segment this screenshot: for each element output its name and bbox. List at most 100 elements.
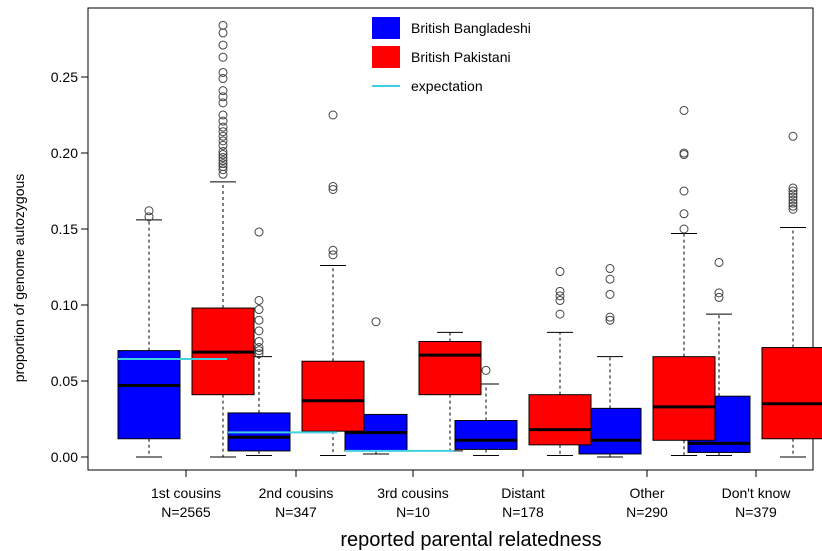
outlier-point bbox=[218, 159, 228, 169]
y-tick-label: 0.25 bbox=[51, 69, 78, 85]
x-count-label: N=379 bbox=[735, 504, 777, 520]
outlier-point bbox=[714, 257, 724, 267]
outlier-point bbox=[144, 212, 154, 222]
outlier-point bbox=[218, 136, 228, 146]
legend-item: expectation bbox=[372, 78, 483, 94]
box-british-pakistani bbox=[191, 20, 255, 458]
outlier-point bbox=[218, 150, 228, 160]
outlier-point bbox=[788, 183, 798, 193]
box-british-pakistani bbox=[301, 110, 365, 456]
y-tick-label: 0.05 bbox=[51, 373, 78, 389]
outlier-point bbox=[218, 67, 228, 77]
outlier-point bbox=[254, 346, 264, 356]
x-tick-label: Don't know bbox=[722, 485, 792, 501]
outlier-point bbox=[605, 274, 615, 284]
outlier-point bbox=[605, 264, 615, 274]
legend-item: British Bangladeshi bbox=[372, 17, 531, 39]
outlier-point bbox=[555, 309, 565, 319]
outlier-point bbox=[555, 295, 565, 305]
outlier-point bbox=[714, 288, 724, 298]
outlier-point bbox=[218, 122, 228, 132]
outlier-point bbox=[788, 186, 798, 196]
outlier-point bbox=[788, 189, 798, 199]
outlier-point bbox=[788, 201, 798, 211]
x-count-label: N=290 bbox=[626, 504, 668, 520]
outlier-point bbox=[328, 181, 338, 191]
outlier-point bbox=[254, 227, 264, 237]
legend: British Bangladeshi British Pakistani expe… bbox=[372, 17, 531, 94]
outlier-point bbox=[555, 267, 565, 277]
outlier-point bbox=[788, 204, 798, 214]
x-tick-label: Other bbox=[629, 485, 664, 501]
outlier-point bbox=[481, 365, 491, 375]
x-axis: 1st cousins N=2565 2nd cousins N=347 3rd cou… bbox=[151, 469, 792, 520]
box-british-pakistani bbox=[418, 331, 482, 452]
outlier-point bbox=[218, 156, 228, 166]
outlier-point bbox=[218, 127, 228, 137]
outlier-point bbox=[788, 131, 798, 141]
x-tick-label: Distant bbox=[501, 485, 545, 501]
expectation-lines bbox=[118, 357, 454, 452]
outlier-point bbox=[679, 224, 689, 234]
box-body bbox=[418, 340, 482, 396]
legend-swatch bbox=[372, 46, 400, 68]
box-body bbox=[301, 360, 365, 432]
outlier-point bbox=[328, 245, 338, 255]
x-count-label: N=10 bbox=[396, 504, 430, 520]
outlier-point bbox=[714, 292, 724, 302]
outlier-point bbox=[218, 40, 228, 50]
outlier-point bbox=[218, 52, 228, 62]
outlier-point bbox=[254, 336, 264, 346]
outlier-point bbox=[218, 110, 228, 120]
box-british-pakistani bbox=[652, 105, 716, 456]
outlier-point bbox=[555, 291, 565, 301]
outlier-point bbox=[218, 86, 228, 96]
y-axis-title: proportion of genome autozygous bbox=[11, 174, 27, 383]
outlier-point bbox=[218, 74, 228, 84]
outlier-point bbox=[218, 169, 228, 179]
y-tick-label: 0.00 bbox=[51, 449, 78, 465]
outlier-point bbox=[218, 131, 228, 141]
x-axis-title: reported parental relatedness bbox=[340, 529, 601, 551]
x-tick-label: 3rd cousins bbox=[377, 485, 449, 501]
outlier-point bbox=[328, 250, 338, 260]
outlier-point bbox=[679, 186, 689, 196]
outlier-point bbox=[254, 315, 264, 325]
box-body bbox=[761, 347, 822, 440]
outlier-point bbox=[218, 116, 228, 126]
outlier-point bbox=[328, 110, 338, 120]
outlier-point bbox=[218, 28, 228, 38]
y-axis: 0.00 0.05 0.10 0.15 0.20 0.25 bbox=[51, 69, 88, 465]
y-tick-label: 0.10 bbox=[51, 297, 78, 313]
outlier-point bbox=[218, 140, 228, 150]
outlier-point bbox=[218, 92, 228, 102]
box-body bbox=[528, 394, 592, 446]
y-tick-label: 0.15 bbox=[51, 221, 78, 237]
legend-label: British Pakistani bbox=[411, 49, 511, 65]
legend-swatch bbox=[372, 17, 400, 39]
outlier-point bbox=[218, 165, 228, 175]
outlier-point bbox=[788, 192, 798, 202]
outlier-point bbox=[371, 317, 381, 327]
box-british-bangladeshi bbox=[454, 365, 518, 456]
outlier-point bbox=[328, 184, 338, 194]
legend-label: British Bangladeshi bbox=[411, 20, 531, 36]
x-tick-label: 1st cousins bbox=[151, 485, 221, 501]
outlier-point bbox=[218, 98, 228, 108]
box-british-bangladeshi bbox=[117, 206, 181, 458]
outlier-point bbox=[679, 150, 689, 160]
box-british-pakistani bbox=[761, 131, 822, 458]
outlier-point bbox=[144, 206, 154, 216]
legend-label: expectation bbox=[411, 78, 483, 94]
box-british-pakistani bbox=[528, 267, 592, 456]
x-count-label: N=347 bbox=[275, 504, 317, 520]
outlier-point bbox=[605, 312, 615, 322]
legend-item: British Pakistani bbox=[372, 46, 511, 68]
outlier-point bbox=[605, 315, 615, 325]
outlier-point bbox=[788, 195, 798, 205]
box-body bbox=[454, 420, 518, 450]
outlier-point bbox=[679, 105, 689, 115]
outlier-point bbox=[254, 343, 264, 353]
outlier-point bbox=[605, 289, 615, 299]
